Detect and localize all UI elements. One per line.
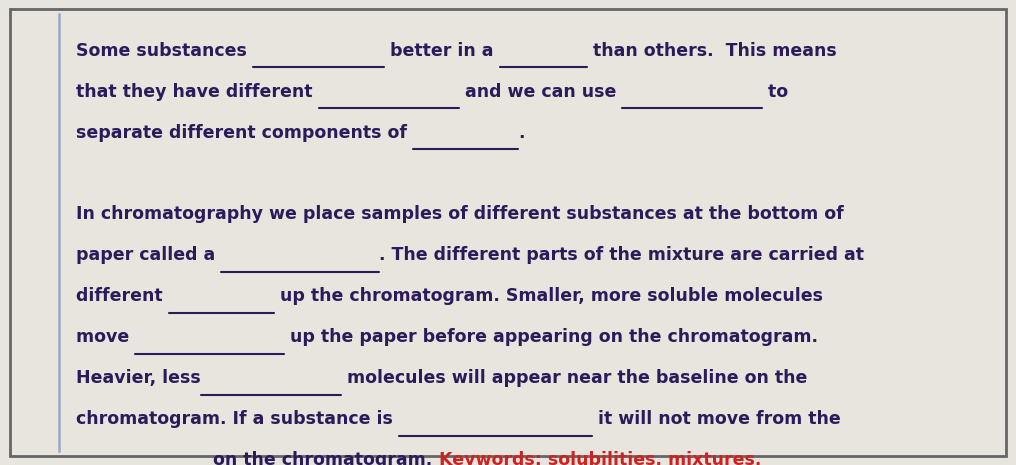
Text: different: different [76,287,169,306]
Text: up the paper before appearing on the chromatogram.: up the paper before appearing on the chr… [284,328,818,346]
Text: molecules will appear near the baseline on the: molecules will appear near the baseline … [341,369,808,387]
Text: it will not move from the: it will not move from the [591,410,840,428]
Text: that they have different: that they have different [76,83,319,101]
Text: on the chromatogram.: on the chromatogram. [207,451,439,465]
Text: paper called a: paper called a [76,246,221,265]
Text: up the chromatogram. Smaller, more soluble molecules: up the chromatogram. Smaller, more solub… [274,287,823,306]
Text: and we can use: and we can use [458,83,622,101]
Text: Some substances: Some substances [76,42,253,60]
Text: . The different parts of the mixture are carried at: . The different parts of the mixture are… [379,246,864,265]
Text: .: . [518,124,524,142]
Text: to: to [762,83,788,101]
Text: separate different components of: separate different components of [76,124,414,142]
Text: than others.  This means: than others. This means [587,42,837,60]
Text: Keywords: solubilities, mixtures,: Keywords: solubilities, mixtures, [439,451,761,465]
Text: Heavier, less: Heavier, less [76,369,201,387]
Text: better in a: better in a [384,42,500,60]
Text: In chromatography we place samples of different substances at the bottom of: In chromatography we place samples of di… [76,206,844,224]
Text: chromatogram. If a substance is: chromatogram. If a substance is [76,410,399,428]
FancyBboxPatch shape [10,9,1006,456]
Text: move: move [76,328,135,346]
